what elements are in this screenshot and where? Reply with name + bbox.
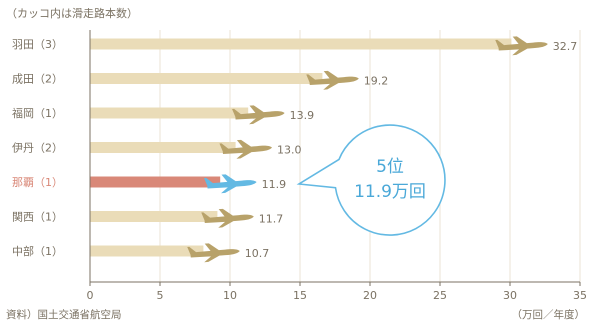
bar (90, 107, 249, 119)
value-label: 11.9 (262, 178, 287, 191)
value-label: 13.0 (277, 144, 302, 157)
callout-value: 11.9万回 (354, 182, 426, 202)
bar (90, 176, 221, 188)
category-label: 成田（2） (12, 73, 63, 86)
chart-note: （カッコ内は滑走路本数） (6, 6, 138, 20)
value-label: 13.9 (290, 109, 315, 122)
airplane-icon (495, 36, 548, 56)
airplane-icon (219, 139, 272, 159)
category-labels: 羽田（3） 成田（2） 福岡（1） 伊丹（2） 那覇（1） 関西（1） 中部（1） (12, 38, 63, 258)
airplane-icon (204, 174, 257, 194)
x-tick-label: 10 (223, 289, 237, 302)
bar (90, 38, 512, 50)
x-tick-label: 25 (433, 289, 447, 302)
x-tick-label: 30 (503, 289, 517, 302)
airplane-icon (306, 70, 359, 90)
value-labels: 32.7 19.2 13.9 13.0 11.9 11.7 10.7 (245, 40, 578, 260)
x-axis-unit-label: （万回／年度） (512, 308, 586, 321)
callout-rank: 5位 (376, 157, 404, 177)
airplane-icon (187, 243, 240, 263)
bar (90, 211, 218, 222)
x-tick-label: 0 (87, 289, 94, 302)
callout-outline (296, 124, 446, 236)
category-label: 那覇（1） (12, 176, 63, 189)
category-label: 羽田（3） (12, 38, 63, 51)
airplane-icon (201, 208, 254, 228)
bar (90, 73, 323, 84)
airplane-icon (232, 105, 285, 125)
category-label: 中部（1） (12, 244, 63, 258)
x-tick-label: 35 (573, 289, 587, 302)
value-label: 11.7 (259, 213, 284, 226)
plane-icons (187, 36, 548, 263)
bar (90, 245, 204, 257)
bars (90, 38, 512, 257)
callout-bubble: 5位 11.9万回 (296, 124, 446, 236)
bar (90, 142, 236, 153)
x-tick-label: 5 (157, 289, 164, 302)
x-axis: 0 5 10 15 20 25 30 35 (87, 30, 587, 302)
category-label: 福岡（1） (12, 106, 63, 120)
x-tick-label: 20 (363, 289, 377, 302)
source-note: 資料）国土交通省航空局 (6, 308, 122, 321)
category-label: 関西（1） (12, 211, 63, 224)
value-label: 19.2 (364, 75, 389, 88)
value-label: 32.7 (553, 40, 578, 53)
category-label: 伊丹（2） (12, 142, 63, 155)
x-tick-label: 15 (293, 289, 307, 302)
value-label: 10.7 (245, 247, 269, 260)
